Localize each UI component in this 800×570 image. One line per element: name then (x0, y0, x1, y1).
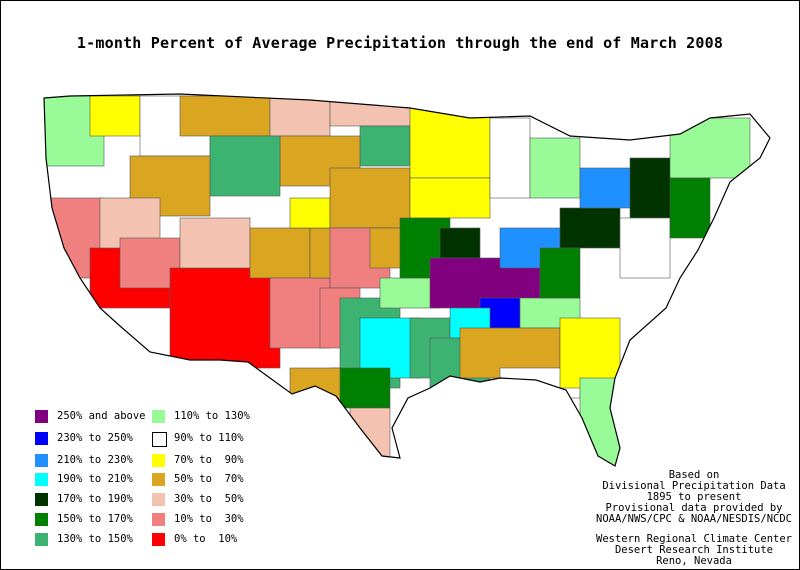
region-sd-central (359, 125, 411, 167)
credit-line: 1895 to present (646, 491, 742, 503)
legend-swatch (35, 513, 48, 526)
legend-label: 0% to 10% (174, 533, 238, 545)
region-north-cascades (89, 95, 141, 137)
legend-label: 210% to 230% (57, 454, 133, 466)
legend-swatch (152, 473, 165, 486)
legend-swatch (35, 454, 48, 467)
region-colorado-west (249, 227, 311, 279)
credit-line: Desert Research Institute (614, 544, 774, 556)
credit-line: Based on (668, 469, 720, 481)
legend-swatch (152, 533, 165, 546)
legend-swatch (35, 493, 48, 506)
legend-label: 150% to 170% (57, 513, 133, 525)
region-minnesota (409, 107, 491, 179)
legend-label: 50% to 70% (174, 473, 244, 485)
region-great-basin-north (129, 155, 211, 217)
precipitation-map (43, 93, 771, 467)
region-virginia (619, 217, 671, 279)
legend-label: 30% to 50% (174, 493, 244, 505)
region-texas-south (349, 407, 391, 459)
data-credits: Based on Divisional Precipitation Data 1… (588, 470, 800, 567)
region-new-england (669, 117, 751, 179)
region-pennsylvania-west (579, 167, 631, 209)
legend-label: 190% to 210% (57, 473, 133, 485)
region-mid-atlantic (669, 177, 711, 239)
region-montana-west (179, 95, 271, 137)
region-wy-west (209, 135, 281, 197)
credit-line: Provisional data provided by (605, 502, 783, 514)
region-montana-east (269, 95, 331, 137)
region-wisconsin (489, 117, 531, 199)
legend-swatch (35, 473, 48, 486)
legend-swatch (35, 410, 48, 423)
legend-label: 250% and above (57, 410, 146, 422)
legend-label: 70% to 90% (174, 454, 244, 466)
legend-swatch (152, 432, 167, 447)
region-ohio (559, 207, 621, 249)
region-arizona (169, 267, 281, 369)
legend-label: 110% to 130% (174, 410, 250, 422)
credit-line: Western Regional Climate Center (596, 533, 792, 545)
legend-swatch (152, 454, 165, 467)
legend-label: 10% to 30% (174, 513, 244, 525)
region-nebraska (329, 167, 411, 229)
legend-label: 170% to 190% (57, 493, 133, 505)
region-michigan (529, 137, 581, 199)
legend-label: 130% to 150% (57, 533, 133, 545)
legend-swatch (152, 513, 165, 526)
credit-line: Divisional Precipitation Data (602, 480, 786, 492)
credit-line: Reno, Nevada (656, 555, 732, 567)
map-title: 1-month Percent of Average Precipitation… (76, 34, 724, 52)
credit-line: NOAA/NWS/CPC & NOAA/NESDIS/NCDC (596, 513, 792, 525)
region-utah (179, 217, 251, 269)
legend-swatch (152, 493, 165, 506)
region-texas-trans-pecos (289, 367, 341, 429)
legend-swatch (35, 533, 48, 546)
region-wy-southeast (289, 197, 331, 229)
legend-label: 230% to 250% (57, 432, 133, 444)
legend-swatch (152, 410, 165, 423)
us-outline (43, 93, 771, 467)
region-kentucky (539, 247, 581, 299)
region-iowa (409, 177, 491, 219)
region-carolinas (559, 317, 621, 389)
legend-label: 90% to 110% (174, 432, 244, 444)
legend-swatch (35, 432, 48, 445)
